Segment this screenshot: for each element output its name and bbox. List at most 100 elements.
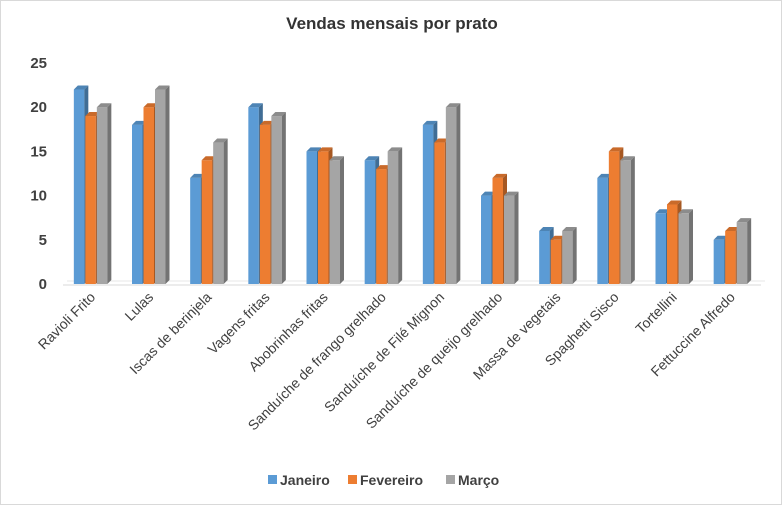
bar-front [725, 230, 736, 284]
bar-front [143, 107, 154, 284]
bar-top [608, 147, 624, 152]
legend-item: Fevereiro [348, 472, 423, 488]
legend-label: Fevereiro [360, 472, 423, 488]
legend-item: Março [446, 472, 499, 488]
bar [96, 103, 112, 284]
x-tick-label: Lulas [121, 289, 156, 324]
bar-front [667, 204, 678, 284]
bar-side [630, 156, 635, 284]
bar [562, 226, 577, 284]
bar-top [306, 147, 321, 152]
x-tick-label: Tortellini [632, 289, 680, 337]
bar-front [597, 177, 608, 284]
bar-top [667, 200, 682, 205]
bar-front [539, 230, 550, 284]
bar-front [259, 124, 271, 284]
bar-front [201, 160, 213, 284]
bar-front [422, 124, 434, 284]
bar-front [655, 213, 666, 284]
bars-group [73, 85, 752, 285]
bar-top [620, 156, 635, 161]
bar-top [481, 191, 496, 196]
bar-front [713, 239, 725, 284]
bar-front [492, 177, 503, 284]
bar-top [132, 120, 147, 125]
bar [155, 85, 170, 285]
bar-top [539, 226, 554, 231]
bar [271, 112, 286, 284]
bar-side [456, 103, 461, 284]
bar-side [281, 112, 286, 284]
bar-front [96, 107, 108, 284]
bar-front [329, 160, 340, 284]
bar-side [340, 156, 344, 284]
bar [620, 156, 635, 284]
bar-front [318, 151, 329, 284]
bar-top [445, 103, 461, 108]
bar-top [562, 226, 577, 231]
bar-front [190, 177, 201, 284]
bar-top [725, 226, 740, 231]
bar-top [736, 218, 752, 223]
x-tick-label: Sanduíche de Filé Mignon [321, 289, 447, 415]
bar-side [689, 209, 693, 284]
bar-top [364, 156, 380, 161]
bar-top [504, 191, 519, 196]
chart-title: Vendas mensais por prato [286, 14, 498, 33]
y-tick-label: 20 [30, 99, 47, 116]
bar-top [318, 147, 333, 152]
legend-label: Janeiro [280, 472, 330, 488]
bar-top [85, 112, 100, 117]
bar [736, 218, 752, 284]
bar [213, 138, 228, 284]
bar-top [492, 173, 507, 178]
bar-top [259, 120, 275, 125]
bar-front [608, 151, 620, 284]
bar-top [329, 156, 344, 161]
bar-front [481, 195, 492, 284]
bar-front [376, 169, 387, 284]
legend-label: Março [458, 472, 499, 488]
bar-top [248, 103, 263, 108]
bar-top [597, 173, 612, 178]
legend: Janeiro Fevereiro Março [268, 472, 499, 488]
bar-front [620, 160, 631, 284]
y-tick-label: 0 [39, 276, 47, 293]
bar-front [364, 160, 376, 284]
bar-top [376, 165, 391, 170]
bar-front [504, 195, 515, 284]
bar-top [213, 138, 228, 143]
bar-front [306, 151, 317, 284]
bar-top [190, 173, 205, 178]
bar-front [445, 107, 457, 284]
legend-swatch [268, 475, 277, 484]
bar-top [422, 120, 438, 125]
bar-front [562, 230, 573, 284]
bar-top [155, 85, 170, 90]
bar [504, 191, 519, 284]
legend-swatch [446, 475, 455, 484]
bar-side [223, 138, 228, 284]
y-tick-label: 25 [30, 55, 47, 72]
bar-top [655, 209, 670, 214]
bar [387, 147, 403, 284]
x-tick-label: Ravioli Frito [35, 289, 99, 353]
bar-top [201, 156, 217, 161]
y-tick-label: 10 [30, 188, 47, 205]
bar-front [736, 222, 748, 284]
bar-side [514, 191, 519, 284]
bar-top [434, 138, 449, 143]
legend-item: Janeiro [268, 472, 330, 488]
bar-side [165, 85, 170, 285]
bar-top [713, 235, 729, 240]
bar-front [132, 124, 143, 284]
bar [329, 156, 344, 284]
bar [678, 209, 693, 284]
bar [445, 103, 461, 284]
bar-top [550, 235, 566, 240]
bar-side [572, 226, 577, 284]
bar-top [96, 103, 112, 108]
